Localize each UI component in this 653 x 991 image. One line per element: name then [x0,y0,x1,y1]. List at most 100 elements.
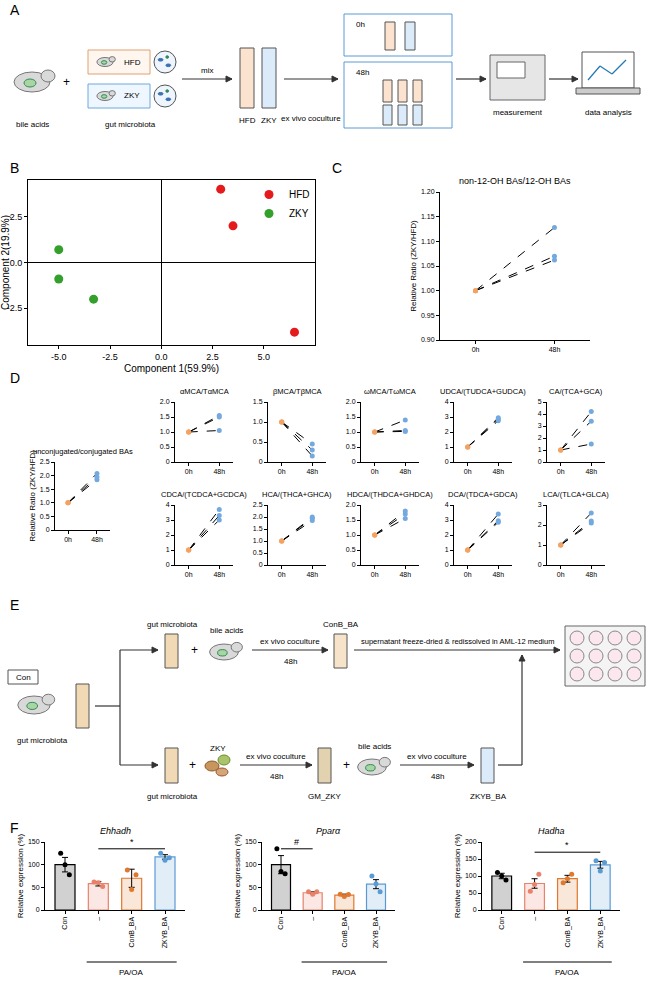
svg-text:2: 2 [445,428,449,435]
svg-text:1.0: 1.0 [346,531,356,538]
svg-text:–: – [309,917,316,921]
svg-text:48h: 48h [213,571,225,578]
svg-text:0.95: 0.95 [421,312,435,319]
svg-text:supernatant freeze-dried & red: supernatant freeze-dried & redissolved i… [361,637,554,646]
svg-text:Relative Ratio (ZKY/HFD): Relative Ratio (ZKY/HFD) [28,450,37,542]
svg-text:48h: 48h [306,468,318,475]
svg-text:0h: 0h [371,468,379,475]
svg-text:B: B [10,160,19,176]
svg-text:0: 0 [46,526,50,533]
svg-text:#: # [294,837,299,847]
svg-text:48h: 48h [431,772,444,781]
svg-text:3: 3 [445,413,449,420]
svg-text:ex vivo coculture: ex vivo coculture [281,114,341,123]
svg-text:0: 0 [352,458,356,465]
svg-text:CDCA/(TCDCA+GCDCA): CDCA/(TCDCA+GCDCA) [161,490,247,499]
svg-text:Con: Con [61,917,68,930]
svg-text:2.0: 2.0 [346,501,356,508]
svg-text:ConB_BA: ConB_BA [323,620,359,629]
svg-text:48h: 48h [585,571,597,578]
svg-text:ZKY: ZKY [124,91,140,100]
svg-text:2.5: 2.5 [10,212,23,222]
svg-text:50: 50 [32,884,40,891]
svg-text:1.0: 1.0 [40,499,50,506]
svg-text:1.5: 1.5 [160,413,170,420]
svg-text:1: 1 [166,546,170,553]
svg-text:1.0: 1.0 [253,537,263,544]
svg-text:2.5: 2.5 [253,501,263,508]
svg-text:50: 50 [469,889,477,896]
svg-text:βMCA/TβMCA: βMCA/TβMCA [273,387,322,396]
svg-text:2.0: 2.0 [346,398,356,405]
svg-text:measurement: measurement [493,108,543,117]
svg-text:Relative expression (%): Relative expression (%) [16,833,25,918]
svg-text:CA/(TCA+GCA): CA/(TCA+GCA) [549,387,603,396]
svg-text:Relative Ratio (ZKY/HFD): Relative Ratio (ZKY/HFD) [409,220,418,312]
svg-text:Relative expression (%): Relative expression (%) [233,833,242,918]
svg-text:5.0: 5.0 [257,352,270,362]
svg-text:2.5: 2.5 [40,458,50,465]
svg-text:150: 150 [28,838,40,845]
svg-text:0.5: 0.5 [160,443,170,450]
svg-text:*: * [130,837,134,847]
svg-text:unconjugated/conjugated BAs: unconjugated/conjugated BAs [33,447,133,456]
svg-text:200: 200 [465,838,477,845]
svg-text:0.5: 0.5 [346,546,356,553]
svg-text:GM_ZKY: GM_ZKY [308,792,342,801]
svg-text:ZKYB_BA: ZKYB_BA [470,792,507,801]
svg-text:0h: 0h [557,571,565,578]
svg-text:0: 0 [445,561,449,568]
svg-text:ZKY: ZKY [210,744,226,753]
svg-text:48h: 48h [585,468,597,475]
svg-text:0h: 0h [64,536,72,543]
svg-text:0: 0 [538,561,542,568]
svg-text:DCA/(TDCA+GDCA): DCA/(TDCA+GDCA) [448,490,518,499]
svg-text:1.5: 1.5 [253,525,263,532]
svg-text:HCA/(THCA+GHCA): HCA/(THCA+GHCA) [262,490,332,499]
svg-text:C: C [332,160,342,176]
svg-text:1: 1 [445,546,449,553]
svg-text:1.5: 1.5 [346,516,356,523]
svg-text:4: 4 [445,398,449,405]
svg-text:non-12-OH BAs/12-OH BAs: non-12-OH BAs/12-OH BAs [459,176,571,186]
svg-text:bile acids: bile acids [16,120,49,129]
svg-text:HDCA/(THDCA+GHDCA): HDCA/(THDCA+GHDCA) [347,490,433,499]
svg-text:0: 0 [259,458,263,465]
svg-text:0: 0 [166,561,170,568]
svg-text:*: * [565,840,569,850]
svg-text:1.00: 1.00 [421,287,435,294]
svg-text:Component 2(19.9%): Component 2(19.9%) [0,215,11,310]
svg-text:48h: 48h [270,772,283,781]
svg-text:ex vivo coculture: ex vivo coculture [260,637,320,646]
svg-text:3: 3 [538,422,542,429]
svg-text:ConB_BA: ConB_BA [564,916,572,947]
svg-text:ZKYB_BA: ZKYB_BA [372,916,380,948]
svg-text:Component 1(59.9%): Component 1(59.9%) [124,363,219,374]
svg-text:0: 0 [538,458,542,465]
svg-text:0.5: 0.5 [40,513,50,520]
svg-text:-5.0: -5.0 [51,352,67,362]
svg-text:ZKYB_BA: ZKYB_BA [161,916,169,948]
svg-text:1.20: 1.20 [421,188,435,195]
svg-text:gut microbiota: gut microbiota [147,792,198,801]
svg-text:0: 0 [445,458,449,465]
svg-text:50: 50 [249,884,257,891]
svg-text:1.0: 1.0 [160,428,170,435]
svg-text:UDCA/(TUDCA+GUDCA): UDCA/(TUDCA+GUDCA) [440,387,526,396]
svg-text:3: 3 [538,501,542,508]
svg-text:Hadha: Hadha [538,826,565,836]
svg-text:0: 0 [352,561,356,568]
svg-text:+: + [343,758,350,772]
svg-text:bile acids: bile acids [210,626,243,635]
svg-text:0h: 0h [557,468,565,475]
svg-text:0.5: 0.5 [346,443,356,450]
svg-text:0h: 0h [472,346,480,353]
svg-text:PA/OA: PA/OA [332,968,357,977]
svg-text:1.15: 1.15 [421,213,435,220]
svg-text:0.0: 0.0 [155,352,168,362]
svg-text:ConB_BA: ConB_BA [128,916,136,947]
svg-text:2.5: 2.5 [206,352,219,362]
svg-text:1.5: 1.5 [253,398,263,405]
svg-text:0h: 0h [371,571,379,578]
svg-text:Ehhadh: Ehhadh [100,826,131,836]
